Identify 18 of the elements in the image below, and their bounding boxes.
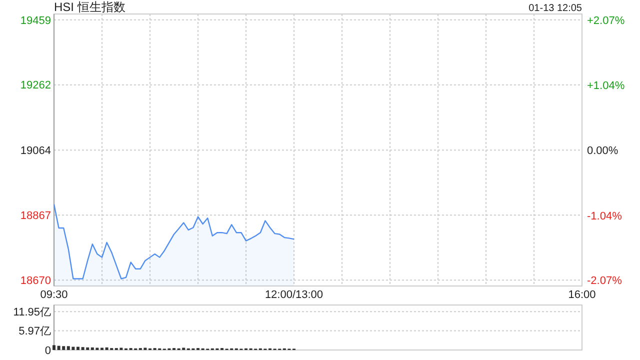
y2-tick-label: 0.00% xyxy=(587,145,618,158)
y-tick-label: 19262 xyxy=(20,80,51,92)
y-tick-label: 0 xyxy=(44,344,51,357)
y-tick-label: 19064 xyxy=(20,145,51,158)
y-tick-label: 11.95亿 xyxy=(13,306,51,318)
y-tick-label: 19459 xyxy=(20,14,51,27)
x-tick-label: 12:00/13:00 xyxy=(264,289,324,301)
y-tick-label: 5.97亿 xyxy=(18,326,51,338)
x-tick-label: 09:30 xyxy=(40,289,68,301)
chart-title: HSI 恒生指数 xyxy=(54,0,126,14)
y2-tick-label: -2.07% xyxy=(587,275,622,288)
y-tick-label: 18670 xyxy=(20,274,51,287)
y-tick-label: 18867 xyxy=(20,210,51,222)
y2-tick-label: -1.04% xyxy=(587,210,622,222)
y2-tick-label: +2.07% xyxy=(587,15,625,28)
y2-tick-label: +1.04% xyxy=(587,80,625,92)
text: 01-13 12:05 xyxy=(528,3,582,14)
x-tick-label: 16:00 xyxy=(568,289,596,301)
